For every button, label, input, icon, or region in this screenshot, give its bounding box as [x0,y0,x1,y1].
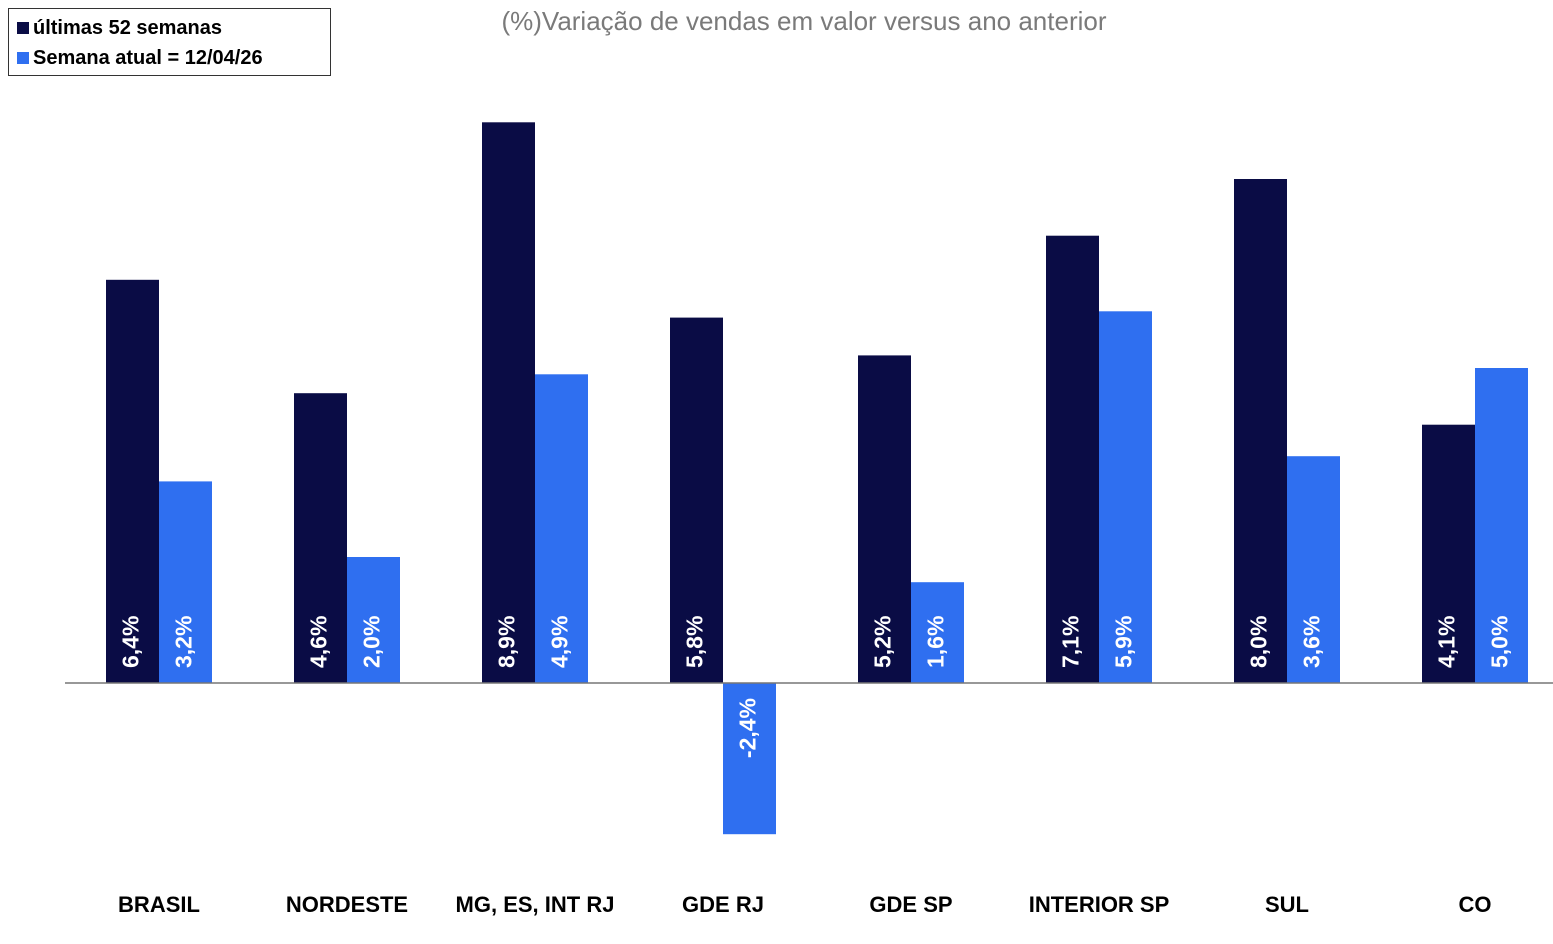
legend-label: últimas 52 semanas [33,16,222,39]
x-tick-label: GDE RJ [682,892,764,917]
bar [1422,424,1475,683]
bar [1046,235,1099,683]
bar [1234,179,1287,683]
x-tick-label: NORDESTE [285,892,409,917]
bar [535,374,588,683]
bar [294,393,347,683]
data-label: 3,6% [1299,616,1325,668]
bar [1475,368,1528,683]
data-label: 8,0% [1246,616,1272,668]
legend-item: Semana atual = 12/04/26 [17,43,322,73]
bar [670,317,723,683]
data-label: 4,9% [547,616,573,668]
x-tick-label: BRASIL [118,892,200,917]
bar [858,355,911,683]
bar [482,122,535,684]
data-label: 4,1% [1434,616,1460,668]
data-label: 6,4% [118,616,144,668]
x-tick-label: GDE SP [869,892,953,917]
bar [911,582,964,683]
x-tick-label: MG, ES, INT RJ [455,892,615,917]
data-label: 1,6% [923,616,949,668]
data-label: 8,9% [494,616,520,668]
data-label: 5,2% [870,616,896,668]
x-tick-label: CO [1458,892,1492,917]
bar [1287,456,1340,683]
data-label: 4,6% [306,616,332,668]
bar [106,279,159,683]
legend-swatch [17,52,29,64]
data-label: 7,1% [1058,616,1084,668]
data-label: -2,4% [735,698,761,758]
data-label: 5,8% [682,616,708,668]
x-tick-label: SUL [1265,892,1309,917]
legend-swatch [17,22,29,34]
data-label: 5,9% [1111,616,1137,668]
legend: últimas 52 semanas Semana atual = 12/04/2… [8,8,331,76]
x-tick-label: INTERIOR SP [1028,892,1170,917]
bar [723,683,776,835]
data-label: 2,0% [359,616,385,668]
bar [347,557,400,683]
legend-item: últimas 52 semanas [17,13,322,43]
bar [159,481,212,683]
legend-label: Semana atual = 12/04/26 [33,46,263,69]
bar [1099,311,1152,683]
chart-title: (%)Variação de vendas em valor versus an… [501,6,1107,36]
data-label: 5,0% [1487,616,1513,668]
data-label: 3,2% [171,616,197,668]
